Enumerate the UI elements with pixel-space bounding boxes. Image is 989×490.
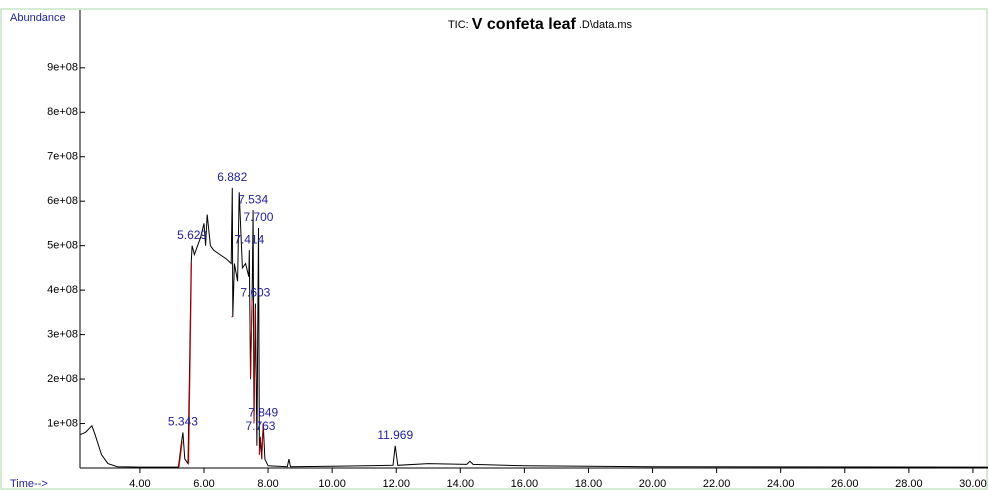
chart-title: TIC: V confeta leaf .D\data.ms (448, 16, 633, 33)
y-tick-label: 8e+08 (47, 106, 78, 118)
x-tick-label: 30.00 (959, 478, 987, 490)
y-axis-label: Abundance (10, 12, 66, 24)
x-tick-label: 12.00 (382, 478, 410, 490)
y-tick-label: 7e+08 (47, 151, 78, 163)
x-axis-label: Time--> (10, 478, 48, 490)
title-suffix: .D\data.ms (579, 19, 633, 31)
frame (0, 8, 988, 490)
peak-label: 11.969 (377, 428, 413, 442)
x-tick-label: 20.00 (639, 478, 667, 490)
peak-label: 7.603 (240, 286, 270, 300)
x-tick-label: 4.00 (129, 478, 150, 490)
x-tick-label: 16.00 (511, 478, 539, 490)
peak-label: 7.700 (243, 210, 273, 224)
x-tick-label: 8.00 (257, 478, 278, 490)
x-tick-label: 28.00 (895, 478, 923, 490)
title-main: V confeta leaf (472, 16, 577, 33)
y-tick-label: 4e+08 (47, 284, 78, 296)
peak-label: 7.534 (238, 192, 268, 206)
x-tick-label: 24.00 (767, 478, 795, 490)
y-tick-label: 9e+08 (47, 62, 78, 74)
x-tick-label: 6.00 (193, 478, 214, 490)
trace-line (178, 263, 264, 468)
x-tick-label: 26.00 (831, 478, 859, 490)
y-tick-label: 2e+08 (47, 373, 78, 385)
x-tick-label: 10.00 (318, 478, 346, 490)
y-tick-label: 6e+08 (47, 195, 78, 207)
y-tick-label: 1e+08 (47, 417, 78, 429)
peak-label: 6.882 (217, 170, 247, 184)
peak-label: 7.414 (234, 232, 264, 246)
title-prefix: TIC: (448, 19, 469, 31)
peak-label: 7.763 (245, 419, 275, 433)
y-tick-label: 5e+08 (47, 240, 78, 252)
x-tick-label: 14.00 (447, 478, 475, 490)
peak-label: 7.849 (248, 406, 278, 420)
peak-label: 5.343 (168, 415, 198, 429)
x-tick-label: 22.00 (703, 478, 731, 490)
trace-line (79, 187, 989, 468)
peak-label: 5.629 (177, 228, 207, 242)
x-tick-label: 18.00 (575, 478, 603, 490)
y-tick-label: 3e+08 (47, 329, 78, 341)
